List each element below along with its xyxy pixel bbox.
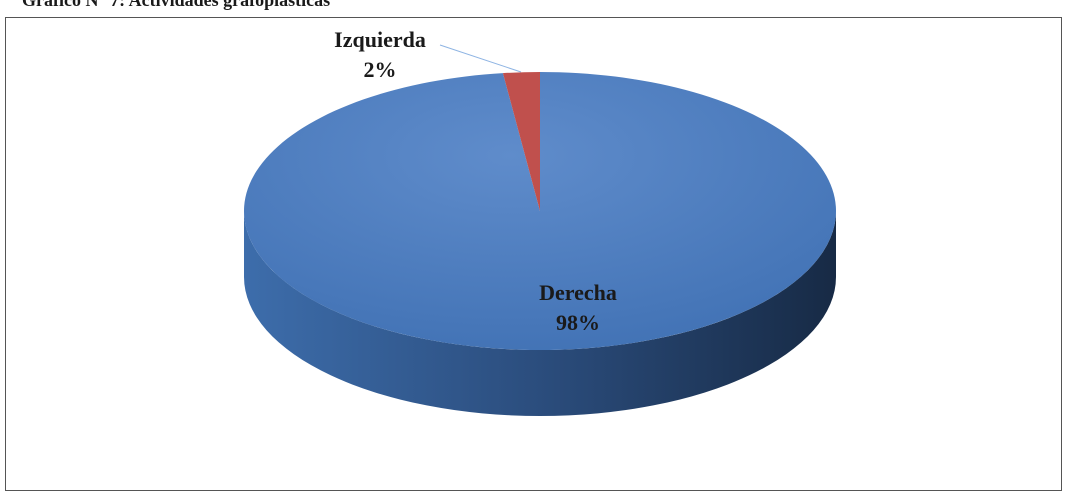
pie-side [244, 211, 836, 416]
slice-value-label: 98% [556, 310, 600, 335]
slice-category-label: Izquierda [334, 27, 426, 52]
chart-title: Gráfico N° 7: Actividades grafoplásticas [22, 0, 330, 10]
leader-line [439, 44, 522, 73]
slice-category-label: Derecha [539, 280, 617, 305]
slice-value-label: 2% [364, 57, 397, 82]
pie-slice [243, 72, 836, 350]
pie-slice [502, 72, 540, 211]
